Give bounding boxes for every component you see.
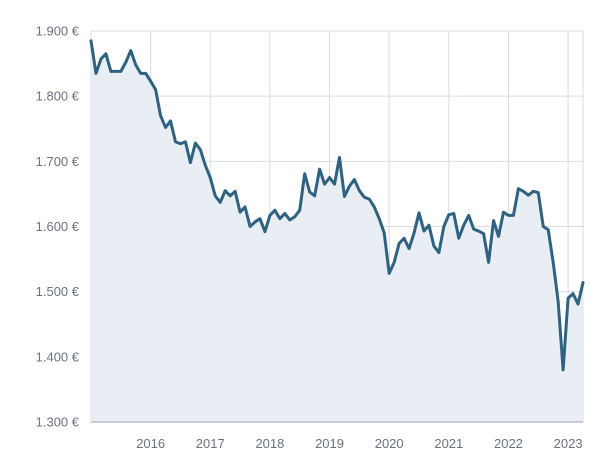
y-tick-label: 1.700 € [36,154,80,169]
x-tick-label: 2017 [196,436,225,451]
y-axis-ticks: 1.900 € 1.800 € 1.700 € 1.600 € 1.500 € 1.400… [36,24,80,430]
y-tick-label: 1.500 € [36,284,80,299]
area-fill [91,40,583,422]
x-tick-label: 2016 [136,436,165,451]
y-tick-label: 1.900 € [36,24,80,39]
x-tick-label: 2021 [434,436,463,451]
x-tick-label: 2023 [554,436,583,451]
y-tick-label: 1.600 € [36,219,80,234]
x-tick-label: 2018 [255,436,284,451]
y-tick-label: 1.800 € [36,89,80,104]
y-tick-label: 1.400 € [36,349,80,364]
x-tick-label: 2020 [375,436,404,451]
series-line [89,39,585,372]
x-tick-label: 2019 [315,436,344,451]
x-tick-label: 2022 [494,436,523,451]
x-axis-ticks: 2016 2017 2018 2019 2020 2021 2022 2023 [91,421,583,451]
y-tick-label: 1.300 € [36,415,80,430]
